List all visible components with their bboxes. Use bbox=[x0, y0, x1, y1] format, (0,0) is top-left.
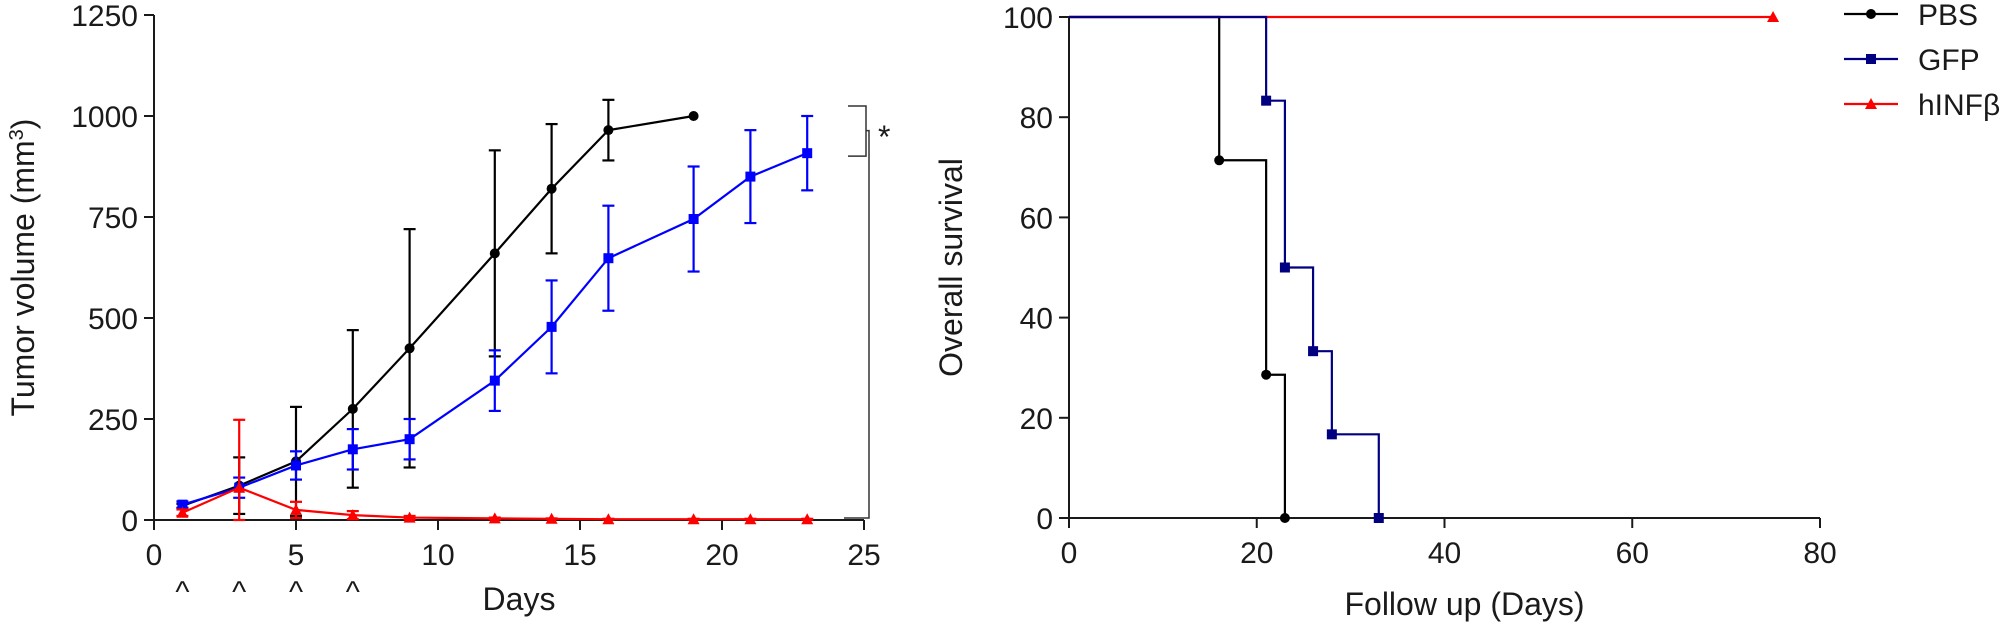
treatment-marker: ^ bbox=[175, 576, 189, 609]
data-point bbox=[347, 403, 358, 414]
y-tick-label: 750 bbox=[88, 202, 138, 235]
data-point bbox=[687, 513, 700, 525]
legend-marker bbox=[1866, 54, 1876, 64]
data-point bbox=[176, 506, 189, 518]
legend: PBS GFP hINFβ bbox=[1844, 0, 2000, 122]
data-point bbox=[1373, 513, 1384, 523]
y-axis-title-suffix: ) bbox=[5, 119, 41, 130]
x-tick-label: 0 bbox=[1061, 537, 1078, 570]
data-point bbox=[1308, 346, 1319, 357]
series-2 bbox=[176, 418, 814, 525]
y-tick-label: 1000 bbox=[71, 101, 138, 134]
data-point bbox=[489, 248, 500, 259]
data-point bbox=[1279, 513, 1290, 523]
data-point bbox=[177, 499, 188, 510]
y-tick-label: 1250 bbox=[71, 0, 138, 33]
x-tick-label: 60 bbox=[1616, 537, 1649, 570]
x-axis-title: Follow up (Days) bbox=[1344, 586, 1584, 622]
y-tick-label: 500 bbox=[88, 303, 138, 336]
y-tick-label: 60 bbox=[1020, 202, 1053, 235]
x-tick-label: 15 bbox=[563, 539, 596, 572]
y-tick-label: 40 bbox=[1020, 303, 1053, 336]
x-axis-title: Days bbox=[483, 581, 556, 617]
legend-item: GFP bbox=[1844, 44, 1980, 77]
data-point bbox=[489, 375, 500, 386]
treatment-marker: ^ bbox=[289, 576, 303, 609]
data-point bbox=[603, 253, 614, 264]
data-point bbox=[290, 503, 302, 515]
data-point bbox=[291, 460, 301, 471]
data-point bbox=[233, 481, 246, 493]
y-axis-title-main: Tumor volume (mm bbox=[5, 140, 41, 416]
treatment-marker: ^ bbox=[346, 576, 360, 609]
series-line bbox=[182, 114, 694, 507]
data-point bbox=[1279, 262, 1290, 273]
data-point bbox=[602, 513, 615, 525]
data-point bbox=[347, 444, 358, 455]
data-point bbox=[404, 434, 415, 445]
series-step-line bbox=[1069, 15, 1287, 518]
data-point bbox=[1261, 95, 1272, 106]
data-point bbox=[802, 148, 813, 159]
legend-label: GFP bbox=[1918, 44, 1980, 77]
data-point bbox=[546, 321, 557, 332]
data-point bbox=[801, 513, 814, 525]
y-tick-label: 0 bbox=[121, 505, 138, 538]
x-tick-label: 5 bbox=[288, 539, 305, 572]
y-tick-label: 80 bbox=[1020, 102, 1053, 135]
legend-marker bbox=[1866, 9, 1876, 19]
significance-asterisk: * bbox=[878, 119, 890, 155]
data-point bbox=[403, 511, 416, 523]
data-point bbox=[688, 214, 699, 225]
tumor-volume-chart: 0 250 500 750 1000 1250 0 5 10 15 20 25 ^ ^ ^ ^ Days Tumo… bbox=[5, 0, 890, 617]
legend-label: hINFβ bbox=[1918, 89, 2000, 122]
data-point bbox=[1261, 369, 1272, 380]
data-point bbox=[488, 512, 501, 524]
x-tick-label: 25 bbox=[847, 539, 880, 572]
significance-bracket-lower bbox=[844, 129, 870, 519]
y-axis-title: Overall survival bbox=[933, 158, 969, 377]
y-axis-title-superscript: 3 bbox=[6, 129, 28, 140]
data-point bbox=[1767, 11, 1780, 22]
x-tick-label: 40 bbox=[1428, 537, 1461, 570]
series-0 bbox=[176, 98, 699, 518]
survival-chart: 0 20 40 60 80 100 0 20 40 60 80 Follow up (Days) Ove… bbox=[933, 0, 2000, 622]
data-point bbox=[744, 513, 757, 525]
legend-label: PBS bbox=[1918, 0, 1978, 32]
data-point bbox=[745, 171, 756, 182]
treatment-marker: ^ bbox=[232, 576, 246, 609]
y-tick-label: 0 bbox=[1036, 503, 1053, 536]
x-tick-label: 10 bbox=[421, 539, 454, 572]
x-tick-label: 20 bbox=[705, 539, 738, 572]
data-point bbox=[1214, 155, 1225, 166]
y-tick-label: 250 bbox=[88, 404, 138, 437]
x-tick-label: 80 bbox=[1803, 537, 1836, 570]
data-point bbox=[346, 509, 359, 521]
data-point bbox=[545, 512, 558, 524]
x-tick-label: 0 bbox=[146, 539, 163, 572]
series-0 bbox=[1069, 15, 1290, 523]
data-point bbox=[688, 111, 699, 121]
y-tick-label: 100 bbox=[1003, 2, 1053, 35]
legend-item: PBS bbox=[1844, 0, 1978, 32]
y-axis-title: Tumor volume (mm3) bbox=[5, 119, 41, 417]
series-1 bbox=[1069, 15, 1384, 523]
series-step-line bbox=[1069, 15, 1380, 518]
legend-marker bbox=[1865, 98, 1877, 109]
legend-item: hINFβ bbox=[1844, 89, 2000, 122]
x-tick-label: 20 bbox=[1240, 537, 1273, 570]
data-point bbox=[603, 125, 614, 136]
data-point bbox=[1326, 429, 1337, 440]
y-tick-label: 20 bbox=[1020, 403, 1053, 436]
significance-bracket-upper bbox=[848, 105, 867, 157]
data-point bbox=[404, 343, 415, 354]
data-point bbox=[546, 183, 557, 194]
